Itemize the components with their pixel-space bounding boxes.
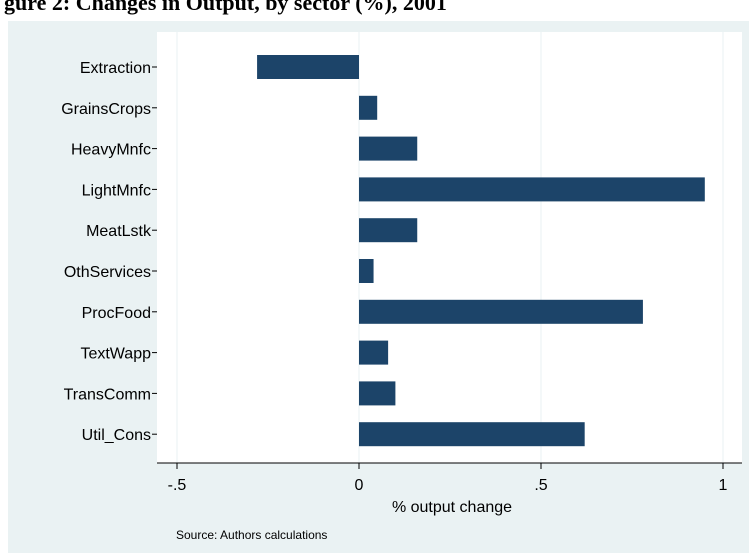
category-label: ProcFood [82,305,151,322]
bar [359,422,585,447]
category-label: LightMnfc [82,182,151,199]
category-label: GrainsCrops [61,101,151,118]
bar [359,136,418,161]
bar [359,299,643,324]
x-tick-label: 0 [355,477,364,494]
category-labels: Extraction GrainsCrops HeavyMnfc LightMnfc M… [61,60,157,444]
x-tick-label: 1 [719,477,728,494]
source-note: Source: Authors calculations [176,528,327,542]
bar [359,259,374,283]
category-label: TransComm [64,386,151,403]
category-label: Extraction [80,60,151,77]
figure-caption: gure 2: Changes in Output, by sector (%)… [4,0,447,15]
x-tick-label: -.5 [168,477,187,494]
category-label: TextWapp [80,346,151,363]
category-label: Util_Cons [82,427,151,444]
x-tick-label: .5 [534,477,547,494]
category-label: HeavyMnfc [71,142,151,159]
bars [257,55,705,447]
x-axis-title: % output change [392,499,512,516]
bar [359,218,418,243]
category-label: MeatLstk [86,223,152,240]
plot-area [157,32,742,463]
bar [359,177,705,202]
x-axis-ticks: -.5 0 .5 1 [168,463,728,494]
bar [359,381,396,406]
bar [359,340,389,365]
category-label: OthServices [64,264,151,281]
bar [359,95,378,120]
bar [257,55,359,79]
